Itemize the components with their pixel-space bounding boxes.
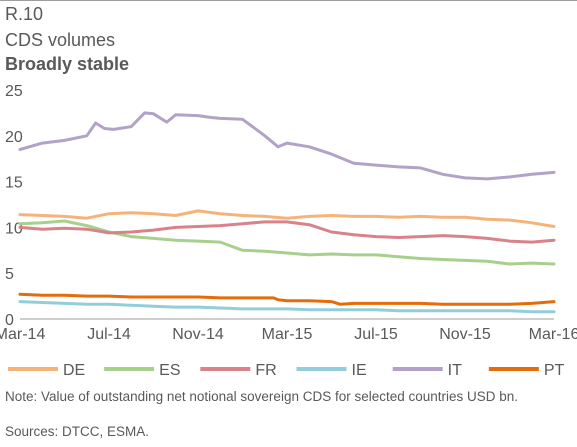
chart-title: CDS volumes	[5, 30, 116, 50]
top-rule	[0, 0, 577, 1]
x-tick-label: Mar-16	[529, 326, 577, 343]
chart-subtitle: Broadly stable	[5, 54, 130, 74]
x-tick-label: Jul-15	[354, 326, 398, 343]
series-line-fr	[18, 220, 556, 244]
y-tick-label: 25	[5, 83, 23, 100]
series-line-es	[18, 219, 556, 266]
y-tick-label: 15	[5, 175, 23, 192]
legend-label-pt: PT	[544, 362, 565, 379]
chart-note: Note: Value of outstanding net notional …	[5, 389, 519, 404]
legend-label-ie: IE	[352, 362, 367, 379]
series-line-it	[18, 111, 556, 181]
x-tick-label: Mar-15	[262, 326, 313, 343]
x-tick-label: Nov-14	[172, 326, 224, 343]
y-tick-label: 20	[5, 129, 23, 146]
y-tick-label: 5	[5, 266, 14, 283]
x-tick-label: Jul-14	[87, 326, 131, 343]
series-line-de	[18, 209, 556, 228]
chart-sources: Sources: DTCC, ESMA.	[5, 424, 150, 439]
series-line-ie	[18, 300, 556, 314]
x-tick-label: Mar-14	[0, 326, 45, 343]
chart-legend: DE ES FR IE IT PT	[8, 362, 565, 379]
figure-label: R.10	[5, 4, 44, 24]
y-tick-label: 10	[5, 220, 23, 237]
legend-label-de: DE	[63, 362, 85, 379]
y-tick-label: 0	[5, 312, 14, 329]
line-chart: 0 5 10 15 20 25 Mar-14 Jul-14 Nov-14 Mar-15 Jul-15…	[0, 83, 577, 343]
x-tick-label: Nov-15	[439, 326, 491, 343]
legend-label-es: ES	[159, 362, 180, 379]
legend-label-fr: FR	[255, 362, 276, 379]
legend-label-it: IT	[448, 362, 462, 379]
series-line-pt	[18, 292, 556, 306]
